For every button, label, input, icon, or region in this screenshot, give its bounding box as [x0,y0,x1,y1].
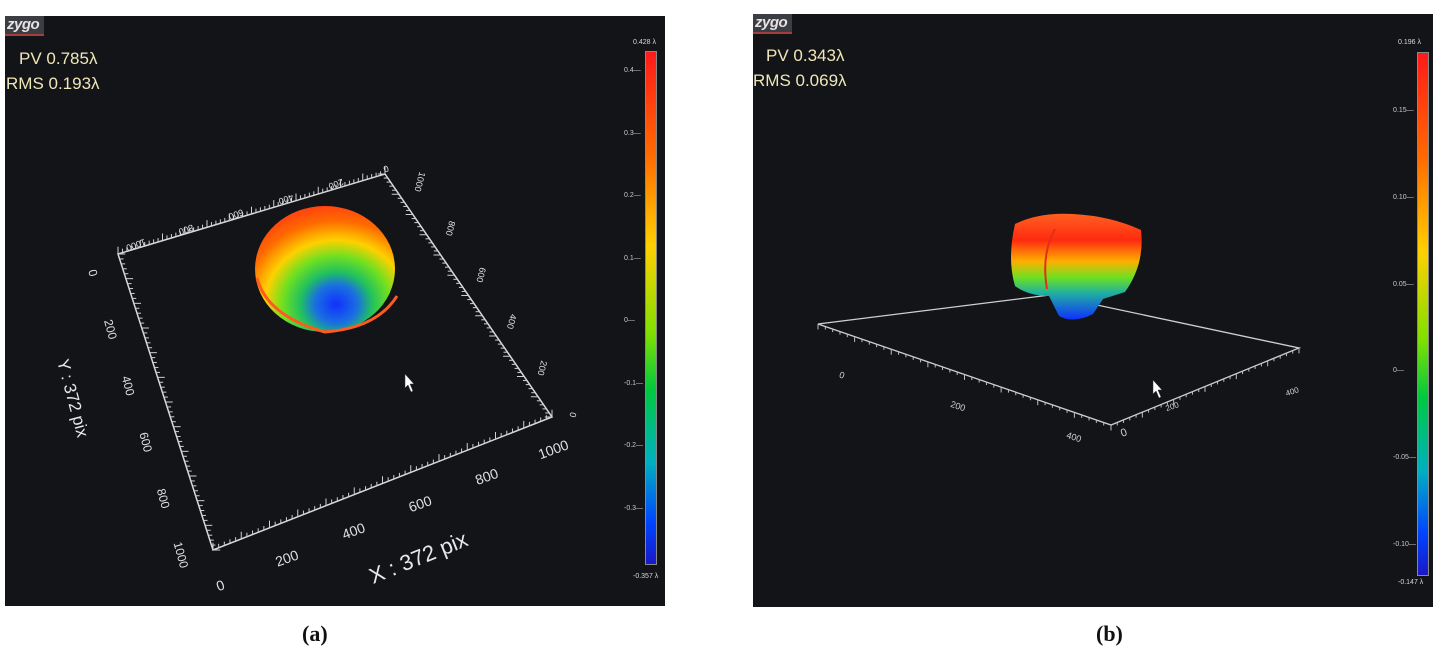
scale-tick-label: 0.05— [1393,280,1414,288]
axis-ticks [817,324,1300,431]
scale-tick-label: 0.15— [1393,107,1414,115]
axis-tick-label: 800 [444,220,458,237]
axis-tick-label: 0 [838,370,846,381]
surface-ridge [1044,228,1056,290]
scale-tick-label: 0.1— [624,254,641,262]
axis-tick-label: 200 [536,360,550,377]
axis-tick-label: 800 [473,465,501,488]
scale-tick-label: 0.4— [624,67,641,75]
axis-tick-label: 200 [327,177,345,192]
axis-tick-label: 1000 [171,540,192,570]
axis-tick-label: 200 [1164,400,1180,413]
scale-min-label: -0.147 λ [1398,579,1424,586]
scale-tick-label: 0— [1393,367,1404,375]
axis-tick-label: 400 [277,192,295,207]
scale-min-label: -0.357 λ [633,573,659,580]
axis-tick-label: 0 [214,576,227,594]
scale-tick-label: -0.2— [624,442,644,450]
surface-lobe [1011,213,1142,320]
axis-tick-label: 600 [474,266,488,283]
scale-tick-label: 0— [624,317,635,325]
scale-max-label: 0.428 λ [633,39,656,46]
rms-value: RMS 0.069λ [753,71,847,90]
zygo-logo: zygo [5,16,45,36]
axis-tick-label: 800 [154,487,173,510]
axis-tick-label: 400 [1284,385,1300,398]
scale-tick-label: 0.10— [1393,194,1414,201]
scale-tick-label: 0.2— [624,192,641,200]
y-axis-label: Y : 372 pix [53,357,92,440]
pv-value: PV 0.785λ [19,49,98,68]
surface-rim [255,277,399,334]
scale-tick-label: -0.1— [624,379,644,387]
axis-tick-label: 400 [119,374,138,397]
color-scale-bar [645,51,657,565]
axis-tick-label: 0 [1119,426,1129,439]
3d-surface-plot-a[interactable]: X : 372 pix Y : 372 pix 0 200 400 600 800 100… [5,16,665,606]
axis-tick-label: 1000 [536,436,571,462]
axis-tick-label: 200 [949,399,966,413]
axis-tick-label: 600 [136,431,155,454]
3d-surface-plot-b[interactable]: 0 0 200 400 200 400 [753,14,1433,607]
axis-tick-label: 400 [505,313,519,330]
scale-tick-label: -0.05— [1393,454,1416,461]
scale-tick-label: -0.3— [624,504,644,512]
axis-tick-label: 0 [382,163,390,174]
axis-tick-label: 600 [227,207,245,222]
mouse-cursor-icon [404,373,415,393]
axis-tick-label: 0 [85,268,100,278]
caption-b: (b) [1096,621,1123,646]
axis-tick-label: 1000 [412,171,427,193]
pv-value: PV 0.343λ [766,46,845,65]
axis-tick-label: 400 [1065,430,1082,444]
zygo-logo: zygo [753,14,793,34]
axis-tick-label: 600 [406,492,434,515]
axis-tick-label: 200 [101,318,120,341]
axis-tick-label: 400 [340,519,368,542]
caption-a: (a) [302,621,328,646]
rms-value: RMS 0.193λ [6,74,100,93]
axis-tick-label: 1000 [125,237,147,253]
surface-dome [255,206,395,332]
axis-tick-label: 800 [177,222,195,237]
mouse-cursor-icon [1152,379,1163,399]
scale-max-label: 0.196 λ [1398,39,1421,46]
x-axis-label: X : 372 pix [366,527,472,589]
axis-tick-label: 0 [567,411,578,418]
surface-map-panel-a: zygo PV 0.785λ RMS 0.193λ X : 372 pix Y … [5,16,665,606]
surface-map-panel-b: zygo PV 0.343λ RMS 0.069λ 0 0 200 400 200 400… [753,14,1433,607]
color-scale-bar [1417,52,1429,576]
axis-tick-label: 200 [273,547,301,570]
axis-ticks [117,166,553,551]
scale-tick-label: -0.10— [1393,540,1416,548]
scale-tick-label: 0.3— [624,129,641,137]
